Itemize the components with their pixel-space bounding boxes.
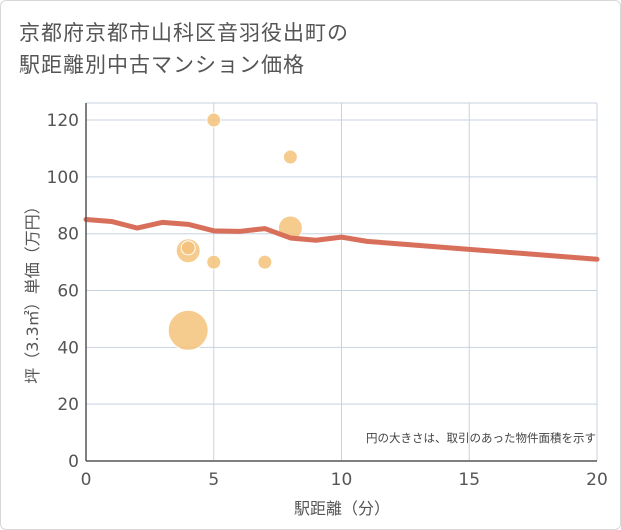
scatter-point [167, 309, 209, 351]
scatter-point [206, 254, 222, 270]
trend-line-group [83, 216, 600, 262]
tick-labels: 0 5 10 15 20 0 20 40 60 80 100 120 [47, 111, 608, 490]
scatter-point [180, 240, 196, 256]
y-tick-label: 60 [57, 282, 79, 302]
x-tick-label: 10 [331, 470, 353, 490]
scatter-point [282, 149, 298, 165]
y-tick-label: 20 [57, 395, 79, 415]
x-tick-label: 0 [81, 470, 92, 490]
y-tick-label: 80 [57, 225, 79, 245]
scatter-point [206, 112, 222, 128]
x-tick-label: 20 [586, 470, 608, 490]
y-axis-title: 坪（3.3㎡）単価（万円） [23, 198, 42, 383]
y-tick-label: 120 [47, 111, 79, 131]
chart-title: 京都府京都市山科区音羽役出町の 駅距離別中古マンション価格 [19, 17, 349, 81]
axes [85, 103, 597, 462]
x-axis-title: 駅距離（分） [294, 499, 390, 518]
y-tick-label: 100 [47, 168, 79, 188]
scatter-point [257, 254, 273, 270]
y-tick-label: 40 [57, 338, 79, 358]
trend-line [83, 216, 600, 262]
x-tick-label: 5 [208, 470, 219, 490]
y-tick-label: 0 [68, 452, 79, 472]
chart-title-line-1: 京都府京都市山科区音羽役出町の [19, 21, 349, 45]
chart-title-line-2: 駅距離別中古マンション価格 [19, 53, 305, 77]
grid-lines [86, 102, 598, 461]
scatter-bubbles [167, 112, 303, 351]
x-tick-label: 15 [458, 470, 480, 490]
bubble-size-note: 円の大きさは、取引のあった物件面積を示す [366, 431, 596, 445]
